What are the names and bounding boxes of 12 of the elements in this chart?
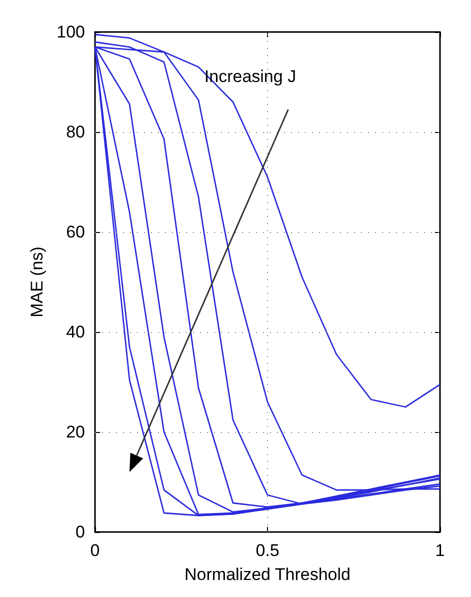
annotation: Increasing J: [204, 67, 296, 86]
y-tick-label: 80: [66, 122, 85, 142]
y-tick-label: 40: [66, 322, 85, 342]
y-tick-label: 20: [66, 422, 85, 442]
x-tick-label: 1: [435, 541, 445, 560]
y-tick-label: 100: [56, 22, 85, 42]
x-axis-title: Normalized Threshold: [184, 565, 350, 584]
x-tick-label: 0: [90, 541, 100, 560]
y-tick-label: 0: [76, 522, 85, 542]
y-tick-label: 60: [66, 222, 85, 242]
x-tick-label: 0.5: [256, 541, 280, 560]
y-axis-title: MAE (ns): [28, 246, 47, 318]
